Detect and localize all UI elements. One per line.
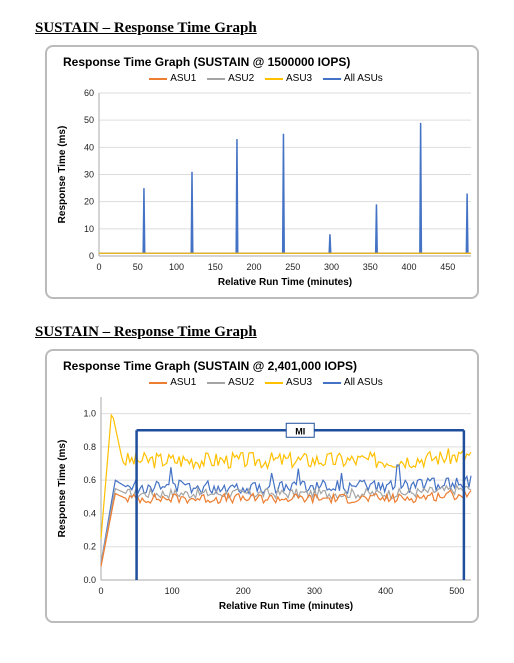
svg-text:250: 250 — [285, 262, 300, 272]
chart1-title: Response Time Graph (SUSTAIN @ 1500000 I… — [63, 55, 473, 69]
chart1-plot: 0 10 20 30 40 50 60 0 50 100 150 200 250 300 350 400 450… — [51, 88, 481, 288]
legend2-swatch-asu2 — [207, 382, 225, 384]
chart1-legend: ASU1 ASU2 ASU3 All ASUs — [51, 73, 473, 84]
legend2-label-asu2: ASU2 — [228, 377, 254, 388]
svg-text:500: 500 — [449, 586, 464, 596]
svg-text:450: 450 — [440, 262, 455, 272]
svg-text:300: 300 — [324, 262, 339, 272]
svg-text:1.0: 1.0 — [83, 409, 96, 419]
chart2-plot: 0.0 0.2 0.4 0.6 0.8 1.0 0 100 200 300 400 500 MI Rela… — [51, 392, 481, 612]
chart1-box: Response Time Graph (SUSTAIN @ 1500000 I… — [45, 45, 479, 299]
svg-text:60: 60 — [84, 88, 94, 98]
legend-swatch-asu1 — [149, 78, 167, 80]
svg-text:Relative Run Time (minutes): Relative Run Time (minutes) — [219, 601, 353, 612]
legend2-swatch-asu3 — [265, 382, 283, 384]
svg-text:200: 200 — [246, 262, 261, 272]
svg-text:50: 50 — [133, 262, 143, 272]
chart2-title: Response Time Graph (SUSTAIN @ 2,401,000… — [63, 359, 473, 373]
legend2-swatch-all — [323, 382, 341, 384]
svg-text:150: 150 — [208, 262, 223, 272]
legend2-label-asu3: ASU3 — [286, 377, 312, 388]
legend-swatch-all — [323, 78, 341, 80]
legend2-swatch-asu1 — [149, 382, 167, 384]
legend-label-asu1: ASU1 — [170, 73, 196, 84]
svg-text:Response Time (ms): Response Time (ms) — [57, 440, 68, 538]
svg-text:40: 40 — [84, 142, 94, 152]
legend-swatch-asu3 — [265, 78, 283, 80]
svg-text:350: 350 — [363, 262, 378, 272]
svg-text:50: 50 — [84, 115, 94, 125]
svg-text:0.4: 0.4 — [83, 509, 96, 519]
svg-text:0.6: 0.6 — [83, 475, 96, 485]
svg-text:100: 100 — [165, 586, 180, 596]
svg-text:0.2: 0.2 — [83, 542, 96, 552]
legend-label-all: All ASUs — [344, 73, 383, 84]
svg-text:30: 30 — [84, 170, 94, 180]
svg-text:Response Time (ms): Response Time (ms) — [57, 126, 68, 224]
legend-label-asu3: ASU3 — [286, 73, 312, 84]
svg-text:0: 0 — [89, 251, 94, 261]
svg-text:Relative Run Time (minutes): Relative Run Time (minutes) — [218, 277, 352, 288]
svg-text:0.0: 0.0 — [83, 575, 96, 585]
svg-text:0: 0 — [98, 586, 103, 596]
section2-title: SUSTAIN – Response Time Graph — [35, 324, 499, 341]
legend-swatch-asu2 — [207, 78, 225, 80]
svg-text:400: 400 — [378, 586, 393, 596]
svg-text:0.8: 0.8 — [83, 442, 96, 452]
svg-text:20: 20 — [84, 197, 94, 207]
svg-text:300: 300 — [307, 586, 322, 596]
svg-text:100: 100 — [169, 262, 184, 272]
svg-text:MI: MI — [295, 427, 305, 437]
chart2-box: Response Time Graph (SUSTAIN @ 2,401,000… — [45, 349, 479, 623]
legend-label-asu2: ASU2 — [228, 73, 254, 84]
legend2-label-all: All ASUs — [344, 377, 383, 388]
chart2-legend: ASU1 ASU2 ASU3 All ASUs — [51, 377, 473, 388]
svg-text:0: 0 — [96, 262, 101, 272]
section1-title: SUSTAIN – Response Time Graph — [35, 20, 499, 37]
svg-text:200: 200 — [236, 586, 251, 596]
svg-text:10: 10 — [84, 224, 94, 234]
legend2-label-asu1: ASU1 — [170, 377, 196, 388]
svg-text:400: 400 — [401, 262, 416, 272]
